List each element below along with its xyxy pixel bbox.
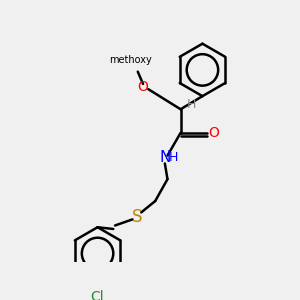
Text: H: H — [169, 151, 178, 164]
Text: S: S — [132, 208, 142, 226]
Text: methoxy: methoxy — [110, 55, 152, 65]
Text: Cl: Cl — [91, 290, 104, 300]
Text: N: N — [159, 150, 170, 165]
Text: H: H — [186, 98, 196, 111]
Text: O: O — [208, 126, 219, 140]
Text: O: O — [138, 80, 148, 94]
